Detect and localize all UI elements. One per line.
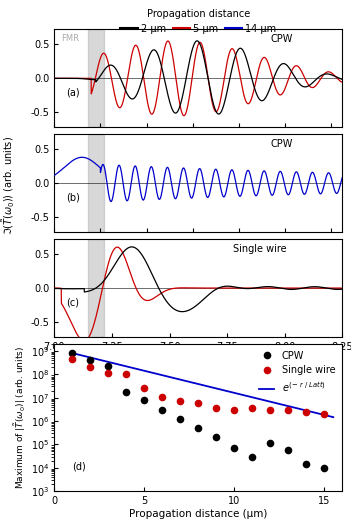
X-axis label: Frequency (GHz): Frequency (GHz) xyxy=(155,355,241,365)
Text: Single wire: Single wire xyxy=(233,244,286,254)
Text: (c): (c) xyxy=(66,298,79,307)
Bar xyxy=(88,29,104,127)
Text: (d): (d) xyxy=(72,461,85,471)
Bar xyxy=(88,134,104,233)
Legend: 2 μm, 5 μm, 14 μm: 2 μm, 5 μm, 14 μm xyxy=(116,5,280,38)
Text: CPW: CPW xyxy=(270,34,293,44)
Bar xyxy=(88,239,104,337)
Text: (a): (a) xyxy=(66,88,80,98)
Y-axis label: Maximum of $|\~{T}(\omega_0)|$ (arb. units): Maximum of $|\~{T}(\omega_0)|$ (arb. uni… xyxy=(13,346,28,489)
Text: $\Im(\tilde{T}(\omega_0))$ (arb. units): $\Im(\tilde{T}(\omega_0))$ (arb. units) xyxy=(0,136,17,235)
X-axis label: Propagation distance (μm): Propagation distance (μm) xyxy=(129,509,267,519)
Legend: CPW, Single wire, $e^{(-\ r\ /\ Latt)}$: CPW, Single wire, $e^{(-\ r\ /\ Latt)}$ xyxy=(256,347,339,398)
Text: (b): (b) xyxy=(66,193,80,203)
Text: FMR: FMR xyxy=(62,34,80,43)
Text: CPW: CPW xyxy=(270,139,293,149)
